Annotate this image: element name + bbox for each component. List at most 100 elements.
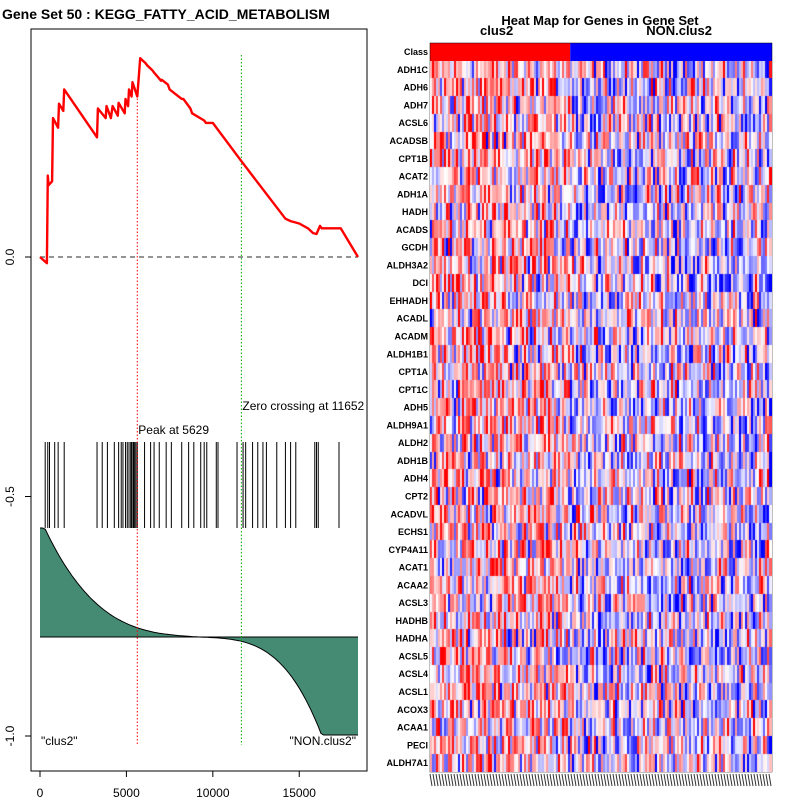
heatmap-title: Heat Map for Genes in Gene Set: [501, 13, 699, 28]
sample-label-glyph: [534, 773, 538, 787]
gene-label-acsl5: ACSL5: [398, 651, 428, 661]
sample-label-glyph: [684, 773, 688, 787]
sample-label-glyph: [708, 773, 712, 787]
gene-label-acads: ACADS: [396, 225, 428, 235]
gene-label-echs1: ECHS1: [398, 527, 428, 537]
gene-label-adh6: ADH6: [403, 83, 428, 93]
sample-label-glyph: [705, 773, 709, 787]
sample-label-glyph: [462, 773, 466, 787]
sample-label-glyph: [657, 773, 661, 787]
y-tick-label: -0.5: [3, 486, 17, 507]
sample-label-glyph: [558, 773, 562, 787]
sample-label-glyph: [669, 773, 673, 787]
sample-label-glyph: [444, 773, 448, 787]
sample-label-glyph: [573, 773, 577, 787]
sample-label-glyph: [489, 773, 493, 787]
sample-label-glyph: [510, 773, 514, 787]
gene-label-acsl3: ACSL3: [398, 598, 428, 608]
sample-label-glyph: [504, 773, 508, 787]
gene-label-acat2: ACAT2: [399, 172, 428, 182]
sample-label-glyph: [696, 773, 700, 787]
sample-label-glyph: [690, 773, 694, 787]
sample-label-glyph: [681, 773, 685, 787]
gene-label-hadha: HADHA: [396, 634, 429, 644]
gene-label-acat1: ACAT1: [399, 563, 428, 573]
gene-label-acadl: ACADL: [397, 314, 429, 324]
class-bar-nonclus2: [570, 43, 772, 61]
gene-label-adh1b: ADH1B: [397, 456, 429, 466]
sample-label-glyph: [621, 773, 625, 787]
sample-label-glyph: [468, 773, 472, 787]
sample-label-glyph: [672, 773, 676, 787]
gene-label-acadm: ACADM: [395, 332, 429, 342]
gene-label-acaa2: ACAA2: [397, 580, 428, 590]
class-left-label: "clus2": [41, 734, 78, 748]
sample-label-glyph: [720, 773, 724, 787]
sample-label-glyph: [456, 773, 460, 787]
sample-label-glyph: [756, 773, 760, 787]
sample-label-glyph: [750, 773, 754, 787]
gene-label-cpt1a: CPT1A: [398, 367, 428, 377]
gene-label-acsl1: ACSL1: [398, 687, 428, 697]
gene-label-acox3: ACOX3: [397, 705, 428, 715]
sample-label-glyph: [453, 773, 457, 787]
peak-label: Peak at 5629: [138, 423, 209, 437]
gene-label-ehhadh: EHHADH: [389, 296, 428, 306]
sample-label-glyph: [540, 773, 544, 787]
sample-label-glyph: [516, 773, 520, 787]
sample-label-glyph: [543, 773, 547, 787]
gene-label-acsl6: ACSL6: [398, 118, 428, 128]
sample-label-glyph: [450, 773, 454, 787]
sample-label-glyph: [645, 773, 649, 787]
sample-label-glyph: [600, 773, 604, 787]
sample-label-glyph: [549, 773, 553, 787]
sample-label-glyph: [747, 773, 751, 787]
sample-label-glyph: [525, 773, 529, 787]
class-bar-clus2: [430, 43, 571, 61]
sample-label-glyph: [570, 773, 574, 787]
y-tick-label: 0.0: [3, 248, 17, 265]
sample-label-glyph: [729, 773, 733, 787]
gene-label-aldh7a1: ALDH7A1: [386, 758, 428, 768]
sample-label-glyph: [564, 773, 568, 787]
class-right-label: "NON.clus2": [289, 734, 356, 748]
gene-label-adh1a: ADH1A: [397, 189, 429, 199]
sample-label-glyph: [714, 773, 718, 787]
x-tick-label: 10000: [196, 786, 230, 800]
sample-label-glyph: [477, 773, 481, 787]
sample-label-glyph: [741, 773, 745, 787]
sample-label-glyph: [588, 773, 592, 787]
sample-label-glyph: [492, 773, 496, 787]
gene-label-hadh: HADH: [402, 207, 428, 217]
sample-label-glyph: [435, 773, 439, 787]
gene-label-cyp4a11: CYP4A11: [388, 545, 428, 555]
sample-label-glyph: [660, 773, 664, 787]
gene-label-aldh1b1: ALDH1B1: [386, 349, 428, 359]
sample-label-glyph: [648, 773, 652, 787]
sample-label-glyph: [711, 773, 715, 787]
gene-label-peci: PECI: [407, 740, 428, 750]
sample-label-glyph: [687, 773, 691, 787]
x-tick-label: 0: [37, 786, 44, 800]
zero-crossing-label: Zero crossing at 11652: [242, 399, 364, 413]
gene-label-aldh3a2: ALDH3A2: [386, 260, 428, 270]
sample-label-glyph: [678, 773, 682, 787]
x-tick-label: 15000: [283, 786, 317, 800]
plot-frame: [30, 28, 368, 772]
sample-label-glyph: [498, 773, 502, 787]
gene-label-aldh9a1: ALDH9A1: [386, 420, 428, 430]
sample-label-glyph: [609, 773, 613, 787]
sample-label-glyph: [618, 773, 622, 787]
sample-label-glyph: [519, 773, 523, 787]
sample-label-glyph: [753, 773, 757, 787]
sample-label-glyph: [744, 773, 748, 787]
sample-label-glyph: [501, 773, 505, 787]
gene-label-acaa1: ACAA1: [397, 723, 428, 733]
enrichment-plot: 0 5000 10000 15000 0.0 -0.5 -1.0 Peak at 5629 Ze…: [3, 28, 368, 800]
sample-label-glyph: [483, 773, 487, 787]
gene-label-hadhb: HADHB: [396, 616, 429, 626]
sample-label-glyph: [726, 773, 730, 787]
gene-label-acadsb: ACADSB: [389, 136, 428, 146]
class-label-clus2: clus2: [480, 23, 513, 38]
class-label-nonclus2: NON.clus2: [646, 23, 712, 38]
